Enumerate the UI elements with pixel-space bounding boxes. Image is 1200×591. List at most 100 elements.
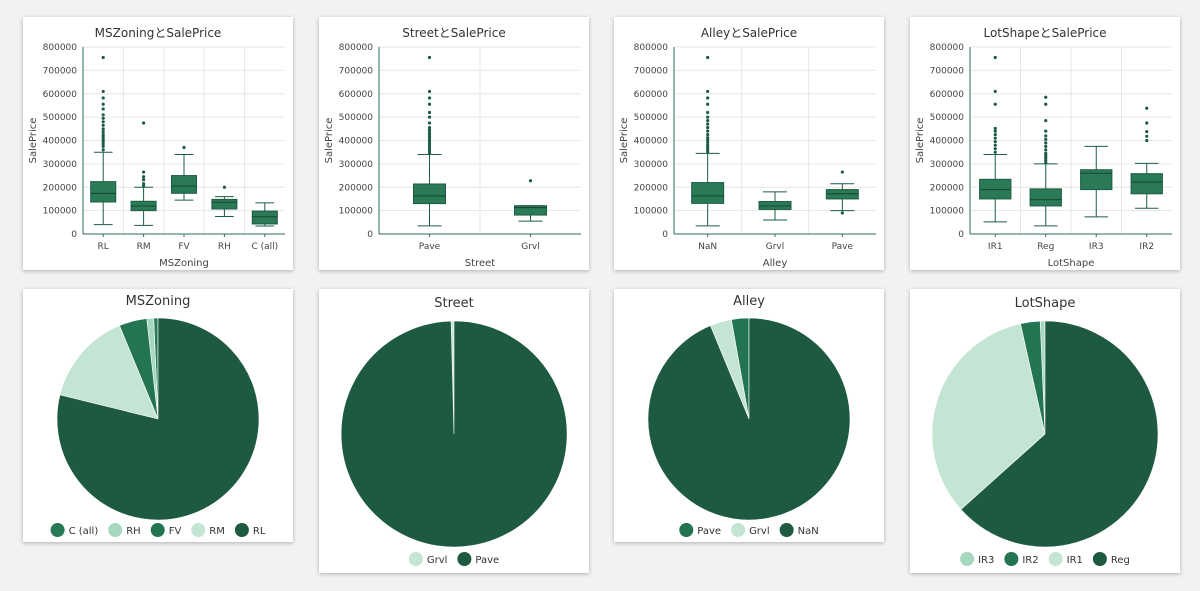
outlier-point-ir1 <box>993 55 997 60</box>
outlier-point-rl <box>101 55 105 60</box>
chart-title: Street <box>434 296 474 311</box>
outlier-point-nan <box>706 115 710 119</box>
y-tick-label: 800000 <box>634 43 669 53</box>
legend-swatch-grvl <box>731 523 746 537</box>
outlier-point-ir1 <box>993 102 997 106</box>
pie-chart-street: Street Grvl Pave <box>340 296 568 566</box>
y-tick-label: 800000 <box>930 43 965 53</box>
x-tick-label: Grvl <box>521 242 540 252</box>
outlier-point-reg <box>1044 137 1048 141</box>
box-rl <box>90 181 117 203</box>
x-tick-label: Pave <box>419 242 441 252</box>
outlier-point-nan <box>706 138 710 142</box>
legend-label-rm: RM <box>209 526 225 537</box>
legend-swatch-nan <box>779 523 794 537</box>
box-grvl <box>514 205 547 216</box>
y-tick-label: 300000 <box>339 160 374 170</box>
outlier-point-nan <box>706 147 710 151</box>
x-tick-label: RL <box>98 242 109 252</box>
y-tick-label: 100000 <box>930 207 965 217</box>
chart-title: LotShapeとSalePrice <box>983 26 1106 40</box>
outlier-point-pave <box>427 126 432 130</box>
y-axis-label: SalePrice <box>28 118 39 164</box>
pie-card-street: Street Grvl Pave <box>319 289 589 573</box>
x-tick-label: RH <box>218 242 231 252</box>
outlier-point-pave <box>427 147 432 151</box>
y-tick-label: 200000 <box>634 183 669 193</box>
outlier-point-rl <box>101 96 105 100</box>
outlier-point-nan <box>706 122 710 126</box>
box-ir2 <box>1130 173 1163 195</box>
y-tick-label: 0 <box>958 230 964 240</box>
outlier-point-rl <box>101 144 105 148</box>
outlier-point-pave <box>840 170 844 174</box>
outlier-point-reg <box>1044 161 1048 165</box>
boxplot-mszoning: MSZoningとSalePrice 0 100000 200000 300000 400… <box>28 26 285 269</box>
y-tick-label: 400000 <box>930 137 965 147</box>
outlier-point-grvl <box>528 179 533 183</box>
y-tick-label: 800000 <box>43 43 78 53</box>
y-tick-label: 300000 <box>634 160 669 170</box>
outlier-point-rl <box>101 120 105 124</box>
outlier-point-fv <box>182 145 186 150</box>
x-tick-label: Pave <box>832 242 854 252</box>
outlier-point-pave <box>427 149 432 153</box>
legend-label-reg: Reg <box>1111 555 1130 566</box>
pie-slice-rl <box>56 317 260 521</box>
x-tick-label: FV <box>178 242 190 252</box>
outlier-point-ir2 <box>1145 138 1149 143</box>
legend-label-pave: Pave <box>475 555 499 566</box>
x-tick-label: RM <box>137 242 151 252</box>
pie-chart-mszoning: MSZoning C (all) RH FV RM RL <box>50 294 266 537</box>
boxplot-card-street: StreetとSalePrice 0 100000 200000 300000 40000… <box>319 17 589 270</box>
outlier-point-reg <box>1044 151 1048 155</box>
outlier-point-pave <box>427 128 432 132</box>
box-reg <box>1029 188 1062 207</box>
legend-label-ir3: IR3 <box>978 555 994 566</box>
legend-swatch-pave <box>679 523 694 537</box>
outlier-point-ir2 <box>1145 121 1149 125</box>
outlier-point-nan <box>706 119 710 123</box>
boxplot-alley: AlleyとSalePrice 0 100000 200000 300000 400000… <box>619 26 876 269</box>
outlier-point-reg <box>1044 144 1048 148</box>
outlier-point-pave <box>427 151 432 155</box>
box-pave <box>413 183 446 205</box>
outlier-point-nan <box>706 145 710 149</box>
box-nan <box>691 182 725 204</box>
pie-slice-ir1 <box>931 323 1046 510</box>
outlier-point-pave <box>427 89 432 94</box>
outlier-point-nan <box>706 55 710 60</box>
outlier-point-reg <box>1044 156 1048 160</box>
outlier-point-pave <box>427 142 432 146</box>
outlier-point-ir1 <box>993 89 997 94</box>
outlier-point-reg <box>1044 134 1048 138</box>
outlier-point-ir1 <box>993 126 997 130</box>
outlier-point-pave <box>427 110 432 115</box>
boxplot-lotshape: LotShapeとSalePrice 0 100000 200000 300000 400… <box>915 26 1172 269</box>
x-axis-label: LotShape <box>1048 258 1095 269</box>
outlier-point-rl <box>101 127 105 131</box>
legend-swatch-reg <box>1092 552 1107 566</box>
y-tick-label: 700000 <box>930 66 965 76</box>
outlier-point-ir2 <box>1145 106 1149 110</box>
outlier-point-rl <box>101 133 105 137</box>
outlier-point-pave <box>427 115 432 119</box>
outlier-point-ir2 <box>1145 130 1149 134</box>
legend-swatch-ir3 <box>960 552 975 566</box>
y-tick-label: 0 <box>367 230 373 240</box>
outlier-point-pave <box>427 137 432 141</box>
outlier-point-rm <box>142 170 146 174</box>
y-tick-label: 700000 <box>634 66 669 76</box>
legend-label-rh: RH <box>126 526 140 537</box>
x-tick-label: Reg <box>1037 242 1054 252</box>
pie-slice-pave <box>340 320 568 548</box>
legend-label-grvl: Grvl <box>427 555 448 566</box>
outlier-point-rl <box>101 107 105 111</box>
boxplot-card-alley: AlleyとSalePrice 0 100000 200000 300000 400000… <box>614 17 884 270</box>
outlier-point-ir1 <box>993 129 997 133</box>
y-tick-label: 500000 <box>43 113 78 123</box>
outlier-point-ir1 <box>993 143 997 147</box>
y-tick-label: 600000 <box>43 90 78 100</box>
outlier-point-pave <box>427 133 432 137</box>
box-fv <box>170 175 198 194</box>
